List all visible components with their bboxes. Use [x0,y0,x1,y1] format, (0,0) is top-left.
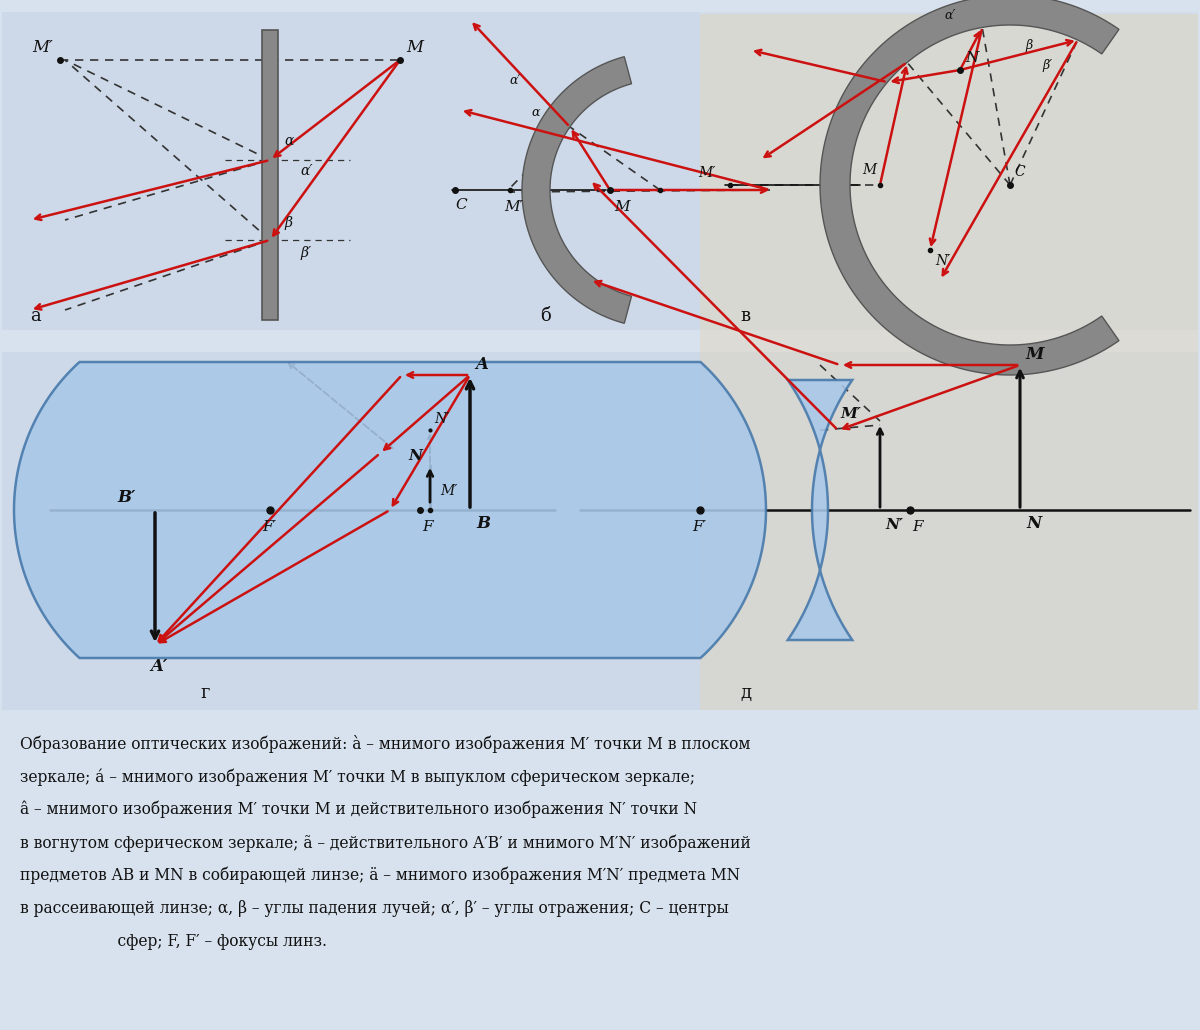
FancyBboxPatch shape [450,12,700,330]
FancyBboxPatch shape [560,352,1198,710]
Text: M: M [862,163,876,177]
Text: F′: F′ [262,520,276,534]
Text: β′: β′ [1043,59,1052,72]
Text: A′: A′ [150,658,167,675]
Text: N: N [408,449,422,464]
Text: M: M [406,39,424,56]
Text: F: F [912,520,923,534]
Text: α: α [532,106,540,118]
Text: д: д [740,684,751,702]
Text: F: F [422,520,433,534]
Text: в: в [740,307,750,325]
Text: A: A [475,356,488,373]
Text: а: а [30,307,41,325]
Text: B: B [476,515,490,533]
Text: β′: β′ [300,246,311,260]
Polygon shape [820,0,1118,375]
Text: г: г [200,684,209,702]
Text: M′: M′ [504,200,523,214]
Text: α′: α′ [944,9,955,23]
Text: F′: F′ [692,520,706,534]
Text: N: N [965,52,978,65]
FancyBboxPatch shape [700,14,1198,710]
Text: сфер; F, F′ – фокусы линз.: сфер; F, F′ – фокусы линз. [20,933,326,950]
Text: N′: N′ [434,412,449,426]
Text: B′: B′ [118,489,136,506]
FancyBboxPatch shape [2,352,560,710]
Text: предметов AB и MN в собирающей линзе; ä – мнимого изображения M′N′ предмета MN: предметов AB и MN в собирающей линзе; ä … [20,867,740,885]
Text: C: C [455,198,467,212]
Text: M′: M′ [840,407,860,421]
Text: C: C [1014,165,1025,179]
Text: β: β [1026,39,1033,52]
Polygon shape [787,380,852,640]
Text: M′: M′ [32,39,53,56]
Text: α: α [284,134,293,148]
Text: в вогнутом сферическом зеркале; ã – действительного A′B′ и мнимого M′N′ изображе: в вогнутом сферическом зеркале; ã – дейс… [20,834,751,852]
Text: N: N [1026,515,1042,533]
FancyBboxPatch shape [700,12,1198,330]
Polygon shape [14,362,766,658]
Text: M′: M′ [440,484,457,497]
Text: α′: α′ [510,74,521,87]
FancyBboxPatch shape [2,12,450,330]
Text: M′: M′ [698,166,715,180]
Text: M: M [1025,346,1043,363]
Text: Образование оптических изображений: à – мнимого изображения M′ точки M в плоском: Образование оптических изображений: à – … [20,735,750,753]
Text: N′: N′ [935,254,950,268]
Polygon shape [522,57,631,323]
Text: M: M [614,200,630,214]
Text: зеркале; á – мнимого изображения M′ точки M в выпуклом сферическом зеркале;: зеркале; á – мнимого изображения M′ точк… [20,768,695,786]
Text: в рассеивающей линзе; α, β – углы падения лучей; α′, β′ – углы отражения; C – це: в рассеивающей линзе; α, β – углы падени… [20,900,728,917]
Text: N′: N′ [886,518,904,533]
Text: α′: α′ [300,164,312,178]
Bar [262,30,278,320]
Text: β: β [284,216,292,230]
Text: б: б [540,307,551,325]
Text: â – мнимого изображения M′ точки M и действительного изображения N′ точки N: â – мнимого изображения M′ точки M и дей… [20,801,697,819]
